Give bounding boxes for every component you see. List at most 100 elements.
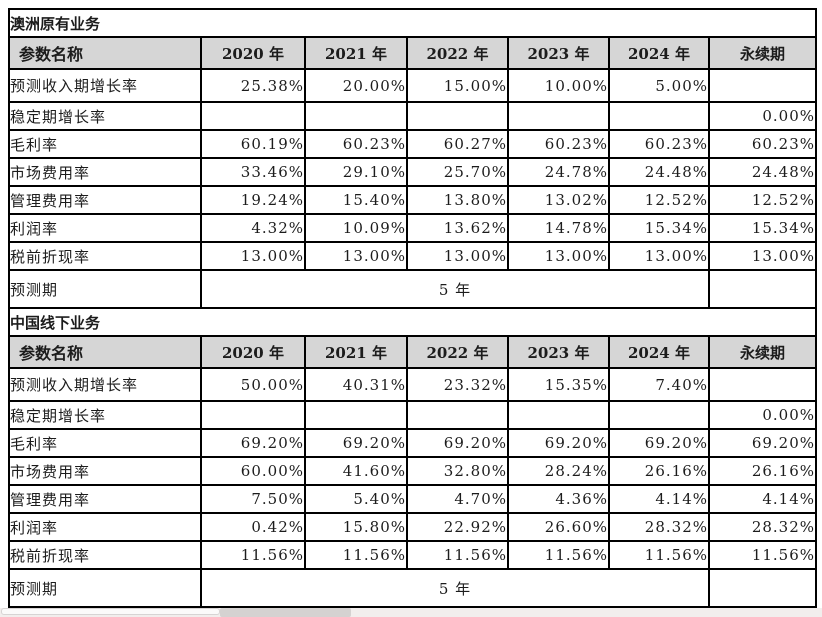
value-cell — [608, 400, 710, 430]
value-cell: 69.20% — [608, 428, 710, 458]
value-cell: 13.00% — [507, 241, 610, 271]
column-header-2022: 2022 年 — [406, 335, 509, 369]
value-cell: 28.24% — [507, 456, 610, 486]
table-row: 毛利率 60.19% 60.23% 60.27% 60.23% 60.23% 6… — [8, 129, 818, 159]
table-row: 管理费用率 7.50% 5.40% 4.70% 4.36% 4.14% 4.14… — [8, 484, 818, 514]
value-cell: 24.48% — [707, 157, 818, 187]
table-row: 澳洲原有业务 — [7, 8, 818, 38]
value-cell — [304, 400, 408, 430]
table-row-forecast-period: 预测期 5 年 — [8, 568, 818, 608]
value-cell: 40.31% — [304, 367, 408, 402]
value-cell: 11.56% — [608, 540, 710, 570]
table-header-row: 参数名称 2020 年 2021 年 2022 年 2023 年 2024 年 … — [8, 36, 818, 70]
value-cell: 23.32% — [406, 367, 509, 402]
value-cell: 15.00% — [406, 68, 509, 103]
param-label: 毛利率 — [8, 428, 202, 458]
param-label: 利润率 — [8, 213, 202, 243]
column-header-2021: 2021 年 — [304, 36, 408, 70]
table-row-forecast-period: 预测期 5 年 — [8, 269, 818, 309]
value-cell: 0.00% — [707, 101, 818, 131]
value-cell: 26.16% — [608, 456, 710, 486]
value-cell: 4.36% — [507, 484, 610, 514]
value-cell: 5.00% — [608, 68, 710, 103]
param-label: 税前折现率 — [8, 241, 202, 271]
value-cell: 10.00% — [507, 68, 610, 103]
column-header-2022: 2022 年 — [406, 36, 509, 70]
section-title-china-offline: 中国线下业务 — [7, 307, 818, 337]
value-cell: 0.42% — [200, 512, 306, 542]
horizontal-scrollbar[interactable] — [0, 608, 822, 617]
value-cell — [707, 367, 818, 402]
value-cell: 60.23% — [304, 129, 408, 159]
value-cell: 69.20% — [200, 428, 306, 458]
value-cell: 50.00% — [200, 367, 306, 402]
value-cell: 60.27% — [406, 129, 509, 159]
value-cell: 15.35% — [507, 367, 610, 402]
value-cell: 60.23% — [507, 129, 610, 159]
value-cell — [406, 400, 509, 430]
param-label: 预测期 — [8, 568, 202, 608]
column-header-2020: 2020 年 — [200, 335, 306, 369]
value-cell: 24.78% — [507, 157, 610, 187]
value-cell: 33.46% — [200, 157, 306, 187]
value-cell: 15.34% — [608, 213, 710, 243]
column-header-perpetual: 永续期 — [707, 335, 818, 369]
table-row: 利润率 4.32% 10.09% 13.62% 14.78% 15.34% 15… — [8, 213, 818, 243]
value-cell — [304, 101, 408, 131]
table-row: 中国线下业务 — [7, 307, 818, 337]
table-row: 管理费用率 19.24% 15.40% 13.80% 13.02% 12.52%… — [8, 185, 818, 215]
value-cell — [507, 101, 610, 131]
table-row: 预测收入期增长率 25.38% 20.00% 15.00% 10.00% 5.0… — [8, 68, 818, 103]
value-cell: 13.00% — [304, 241, 408, 271]
value-cell: 0.00% — [707, 400, 818, 430]
param-label: 预测收入期增长率 — [8, 68, 202, 103]
value-cell — [406, 101, 509, 131]
value-cell: 26.16% — [707, 456, 818, 486]
table-row: 利润率 0.42% 15.80% 22.92% 26.60% 28.32% 28… — [8, 512, 818, 542]
value-cell: 32.80% — [406, 456, 509, 486]
param-label: 利润率 — [8, 512, 202, 542]
value-cell: 19.24% — [200, 185, 306, 215]
value-cell: 15.80% — [304, 512, 408, 542]
valuation-parameters-table: 澳洲原有业务 参数名称 2020 年 2021 年 2022 年 2023 年 … — [7, 8, 818, 608]
value-cell: 26.60% — [507, 512, 610, 542]
value-cell: 11.56% — [707, 540, 818, 570]
param-label: 市场费用率 — [8, 456, 202, 486]
value-cell: 13.62% — [406, 213, 509, 243]
value-cell: 25.70% — [406, 157, 509, 187]
value-cell: 13.02% — [507, 185, 610, 215]
param-label: 稳定期增长率 — [8, 101, 202, 131]
value-cell: 13.00% — [200, 241, 306, 271]
value-cell: 12.52% — [608, 185, 710, 215]
value-cell: 13.80% — [406, 185, 509, 215]
param-label: 预测收入期增长率 — [8, 367, 202, 402]
value-cell: 7.50% — [200, 484, 306, 514]
value-cell — [200, 101, 306, 131]
column-header-2024: 2024 年 — [608, 36, 710, 70]
value-cell: 15.34% — [707, 213, 818, 243]
value-cell: 60.00% — [200, 456, 306, 486]
value-cell — [707, 269, 818, 309]
value-cell: 22.92% — [406, 512, 509, 542]
param-label: 管理费用率 — [8, 185, 202, 215]
document-page: 澳洲原有业务 参数名称 2020 年 2021 年 2022 年 2023 年 … — [7, 8, 818, 608]
table-row: 税前折现率 13.00% 13.00% 13.00% 13.00% 13.00%… — [8, 241, 818, 271]
forecast-period-value: 5 年 — [200, 269, 710, 309]
value-cell: 29.10% — [304, 157, 408, 187]
column-header-2023: 2023 年 — [507, 36, 610, 70]
value-cell: 41.60% — [304, 456, 408, 486]
value-cell: 4.14% — [608, 484, 710, 514]
value-cell: 11.56% — [200, 540, 306, 570]
table-row: 市场费用率 33.46% 29.10% 25.70% 24.78% 24.48%… — [8, 157, 818, 187]
value-cell: 4.14% — [707, 484, 818, 514]
value-cell: 60.23% — [707, 129, 818, 159]
table-row: 税前折现率 11.56% 11.56% 11.56% 11.56% 11.56%… — [8, 540, 818, 570]
column-header-parameter: 参数名称 — [8, 335, 202, 369]
scrollbar-thumb-light[interactable] — [1, 608, 220, 615]
value-cell: 12.52% — [707, 185, 818, 215]
table-row: 稳定期增长率 0.00% — [8, 101, 818, 131]
value-cell: 5.40% — [304, 484, 408, 514]
scrollbar-thumb-dark[interactable] — [220, 608, 351, 617]
value-cell: 13.00% — [608, 241, 710, 271]
value-cell: 14.78% — [507, 213, 610, 243]
